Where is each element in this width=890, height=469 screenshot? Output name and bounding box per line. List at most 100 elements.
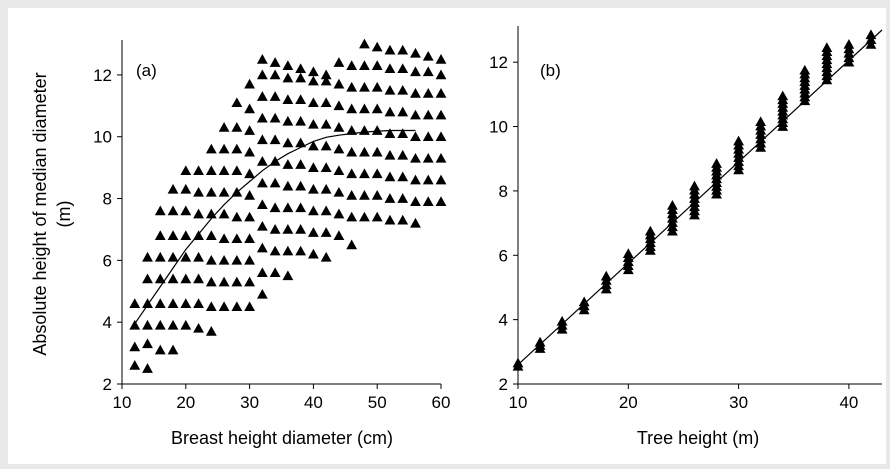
y-tick-label: 12 <box>489 53 508 72</box>
data-point <box>422 88 434 98</box>
data-point <box>205 165 217 176</box>
data-point <box>384 149 396 160</box>
data-point <box>295 94 307 104</box>
data-point <box>231 211 243 222</box>
data-point <box>333 78 345 89</box>
x-tick-label: 10 <box>113 393 132 412</box>
panel-a-x-axis-title: Breast height diameter (cm) <box>171 428 393 448</box>
data-point <box>435 109 447 120</box>
data-point <box>410 109 421 120</box>
data-point <box>193 165 204 176</box>
x-tick-label: 40 <box>839 393 858 412</box>
data-point <box>435 174 447 185</box>
data-point <box>397 106 409 117</box>
data-point <box>333 230 345 240</box>
data-point <box>269 245 281 256</box>
data-point <box>843 39 855 49</box>
data-point <box>142 338 153 349</box>
data-point <box>667 199 678 210</box>
data-point <box>359 38 370 49</box>
data-point <box>167 205 179 216</box>
data-point <box>154 298 166 308</box>
data-point <box>397 171 409 182</box>
data-point <box>295 224 307 234</box>
data-point <box>295 115 307 126</box>
data-point <box>346 239 358 250</box>
data-point <box>333 165 345 176</box>
data-point <box>410 217 421 228</box>
data-point <box>320 162 332 172</box>
data-point <box>308 66 319 77</box>
data-point <box>269 202 281 213</box>
data-point <box>308 75 319 86</box>
data-point <box>384 63 396 74</box>
data-point <box>142 273 153 284</box>
data-point <box>205 230 217 240</box>
data-point <box>205 326 217 336</box>
data-point <box>167 273 179 284</box>
data-point <box>410 152 421 163</box>
data-point <box>129 360 141 370</box>
data-point <box>167 230 179 240</box>
data-point <box>410 131 421 142</box>
data-point <box>218 186 230 197</box>
data-point <box>733 135 745 146</box>
data-point <box>231 301 243 312</box>
data-point <box>333 122 345 132</box>
data-point <box>244 211 255 222</box>
x-tick-label: 40 <box>304 393 323 412</box>
data-point <box>371 125 383 135</box>
data-point <box>397 193 409 203</box>
data-point <box>320 69 332 80</box>
data-point <box>333 143 345 154</box>
data-point <box>180 273 192 284</box>
data-point <box>333 100 345 111</box>
data-point <box>180 205 192 216</box>
panel-a-axes <box>117 40 442 389</box>
data-point <box>180 165 192 176</box>
y-tick-label: 12 <box>93 66 112 85</box>
data-point <box>865 29 877 40</box>
data-point <box>578 296 590 307</box>
data-point <box>282 202 294 213</box>
y-tick-label: 4 <box>499 311 508 330</box>
data-point <box>333 208 345 219</box>
data-point <box>256 91 268 101</box>
data-point <box>371 103 383 114</box>
data-point <box>167 251 179 262</box>
data-point <box>622 248 634 258</box>
data-point <box>346 103 358 114</box>
data-point <box>282 115 294 126</box>
panel-b-axes <box>513 26 882 389</box>
data-point <box>333 186 345 197</box>
data-point <box>295 180 307 191</box>
x-tick-label: 20 <box>619 393 638 412</box>
data-point <box>384 128 396 138</box>
data-point <box>422 174 434 185</box>
y-tick-label: 10 <box>489 118 508 137</box>
data-point <box>320 183 332 194</box>
data-point <box>422 131 434 142</box>
figure: 10 20 30 40 50 60 2 4 6 8 10 12 (a) Breast height … <box>8 8 886 464</box>
data-point <box>359 125 370 135</box>
data-point <box>231 233 243 244</box>
data-point <box>295 159 307 169</box>
data-point <box>193 186 204 197</box>
y-tick-label: 4 <box>103 313 112 332</box>
data-point <box>308 118 319 129</box>
data-point <box>644 225 656 236</box>
data-point <box>308 205 319 216</box>
data-point <box>256 69 268 80</box>
data-point <box>384 214 396 225</box>
data-point <box>397 214 409 225</box>
panel-b-y-tick-labels: 2 4 6 8 10 12 <box>489 53 508 394</box>
y-tick-label: 8 <box>499 182 508 201</box>
panel-a: 10 20 30 40 50 60 2 4 6 8 10 12 (a) Breast height … <box>30 38 450 448</box>
data-point <box>269 69 281 80</box>
data-point <box>218 276 230 287</box>
data-point <box>244 78 255 89</box>
data-point <box>397 44 409 55</box>
data-point <box>282 270 294 281</box>
data-point <box>371 41 383 52</box>
data-point <box>193 208 204 219</box>
